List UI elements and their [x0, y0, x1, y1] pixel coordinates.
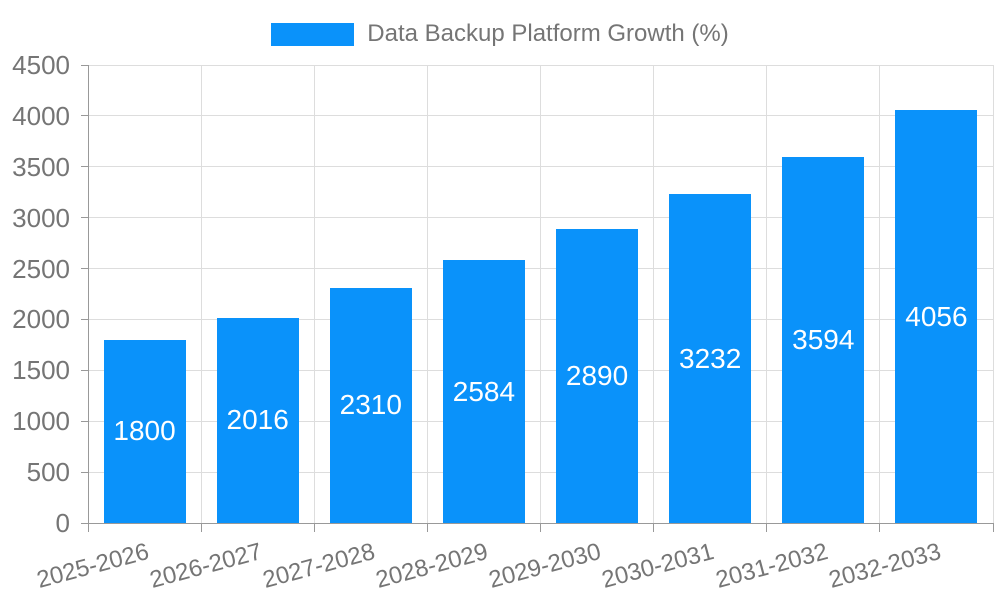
x-tick: [879, 523, 881, 532]
y-tick-label: 3000: [12, 202, 70, 233]
x-tick-label: 2029-2030: [486, 538, 605, 594]
v-gridline: [540, 65, 541, 523]
x-tick-label: 2025-2026: [33, 538, 152, 594]
bar-value-label: 2584: [452, 375, 516, 407]
bar-value-label: 1800: [113, 415, 176, 447]
y-tick-label: 500: [26, 457, 70, 488]
v-gridline: [200, 65, 202, 523]
bar[interactable]: 1800: [103, 339, 186, 523]
bar[interactable]: 2310: [329, 287, 412, 523]
y-tick-label: 4500: [12, 50, 70, 80]
x-tick: [200, 523, 202, 532]
v-gridline: [653, 65, 655, 523]
plot-area: 1800 2016 2310 2584 2890 3232 3594 4056: [88, 64, 994, 523]
y-tick: [81, 64, 88, 66]
x-tick-label: 2031-2032: [712, 538, 831, 594]
bar[interactable]: 2584: [442, 260, 525, 523]
y-tick-label: 2500: [12, 253, 70, 284]
y-tick: [81, 369, 88, 371]
y-tick: [81, 471, 88, 473]
x-tick-label: 2028-2029: [373, 538, 491, 594]
y-tick-label: 4000: [12, 100, 70, 131]
bar[interactable]: 3594: [782, 157, 865, 523]
y-axis-line: [87, 65, 89, 532]
bar[interactable]: 4056: [895, 110, 978, 523]
bar-value-label: 2890: [565, 359, 629, 391]
y-tick-label: 3500: [12, 151, 70, 182]
legend-swatch-icon: [271, 22, 355, 46]
x-tick: [766, 523, 768, 532]
x-tick: [313, 523, 315, 532]
y-tick-label: 2000: [12, 304, 70, 335]
x-tick-label: 2027-2028: [259, 538, 378, 594]
x-tick-label: 2030-2031: [599, 538, 718, 594]
x-axis-line: [81, 522, 993, 524]
bar-value-label: 2016: [226, 404, 289, 436]
x-tick: [540, 523, 541, 532]
y-tick: [81, 318, 88, 320]
bar[interactable]: 2890: [556, 228, 639, 523]
y-tick-label: 1500: [12, 355, 70, 386]
y-tick: [81, 268, 88, 270]
v-gridline: [992, 65, 994, 523]
v-gridline: [766, 65, 768, 523]
bar[interactable]: 3232: [669, 194, 752, 523]
y-tick: [81, 166, 88, 168]
bar-value-label: 3594: [792, 324, 855, 356]
bar-value-label: 3232: [679, 342, 742, 374]
y-tick: [81, 420, 88, 422]
y-tick-label: 1000: [12, 406, 70, 437]
y-tick: [81, 217, 88, 219]
x-tick-label: 2026-2027: [146, 538, 265, 594]
bar-value-label: 4056: [905, 300, 968, 332]
chart-legend[interactable]: Data Backup Platform Growth (%): [0, 20, 1000, 48]
legend-label: Data Backup Platform Growth (%): [367, 20, 729, 47]
x-tick-label: 2032-2033: [825, 538, 944, 594]
bar-value-label: 2310: [339, 389, 402, 421]
bar[interactable]: 2016: [216, 317, 299, 523]
x-tick: [992, 523, 994, 532]
y-tick-label: 0: [55, 508, 70, 538]
x-tick: [653, 523, 655, 532]
v-gridline: [879, 65, 881, 523]
x-tick: [426, 523, 428, 532]
y-tick: [81, 115, 88, 117]
v-gridline: [426, 65, 428, 523]
v-gridline: [313, 65, 315, 523]
